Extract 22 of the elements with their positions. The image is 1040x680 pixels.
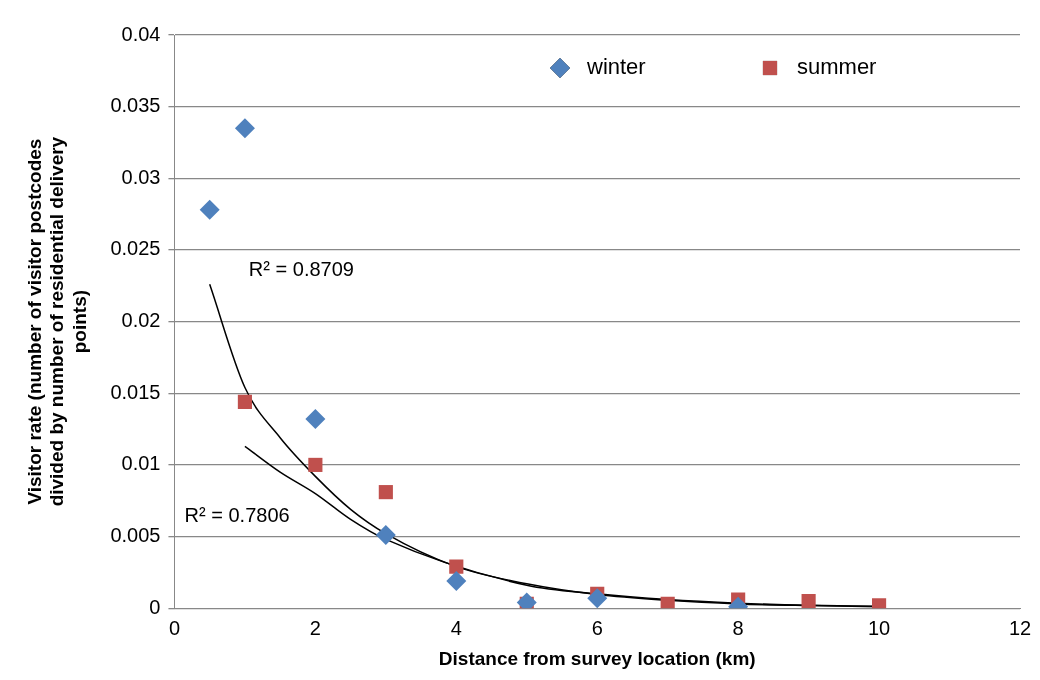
x-tick-label: 6 (591, 616, 603, 639)
x-tick-label: 8 (732, 616, 744, 639)
y-tick-label: 0.015 (110, 380, 161, 403)
y-tick-label: 0.025 (110, 237, 161, 260)
y-tick-label: 0.005 (110, 524, 161, 547)
x-axis-title: Distance from survey location (km) (438, 647, 756, 669)
y-tick-label: 0.03 (121, 165, 161, 188)
legend-label: summer (797, 54, 877, 80)
y-tick-label: 0.035 (110, 94, 161, 117)
y-tick-label: 0.02 (121, 309, 161, 332)
x-tick-label: 10 (867, 616, 891, 639)
y-axis-title: Visitor rate (number of visitor postcodes divided by number of residential delivery points) (23, 136, 91, 507)
y-tick-label: 0 (149, 595, 161, 618)
y-tick-label: 0.04 (121, 22, 161, 45)
legend-label: winter (586, 54, 646, 80)
annotation: R² = 0.8709 (248, 257, 354, 280)
annotation: R² = 0.7806 (184, 504, 290, 526)
x-tick-label: 12 (1008, 616, 1032, 639)
x-tick-label: 0 (168, 616, 181, 639)
x-tick-label: 2 (309, 616, 321, 639)
y-tick-label: 0.01 (121, 452, 161, 475)
x-tick-label: 4 (450, 616, 462, 639)
